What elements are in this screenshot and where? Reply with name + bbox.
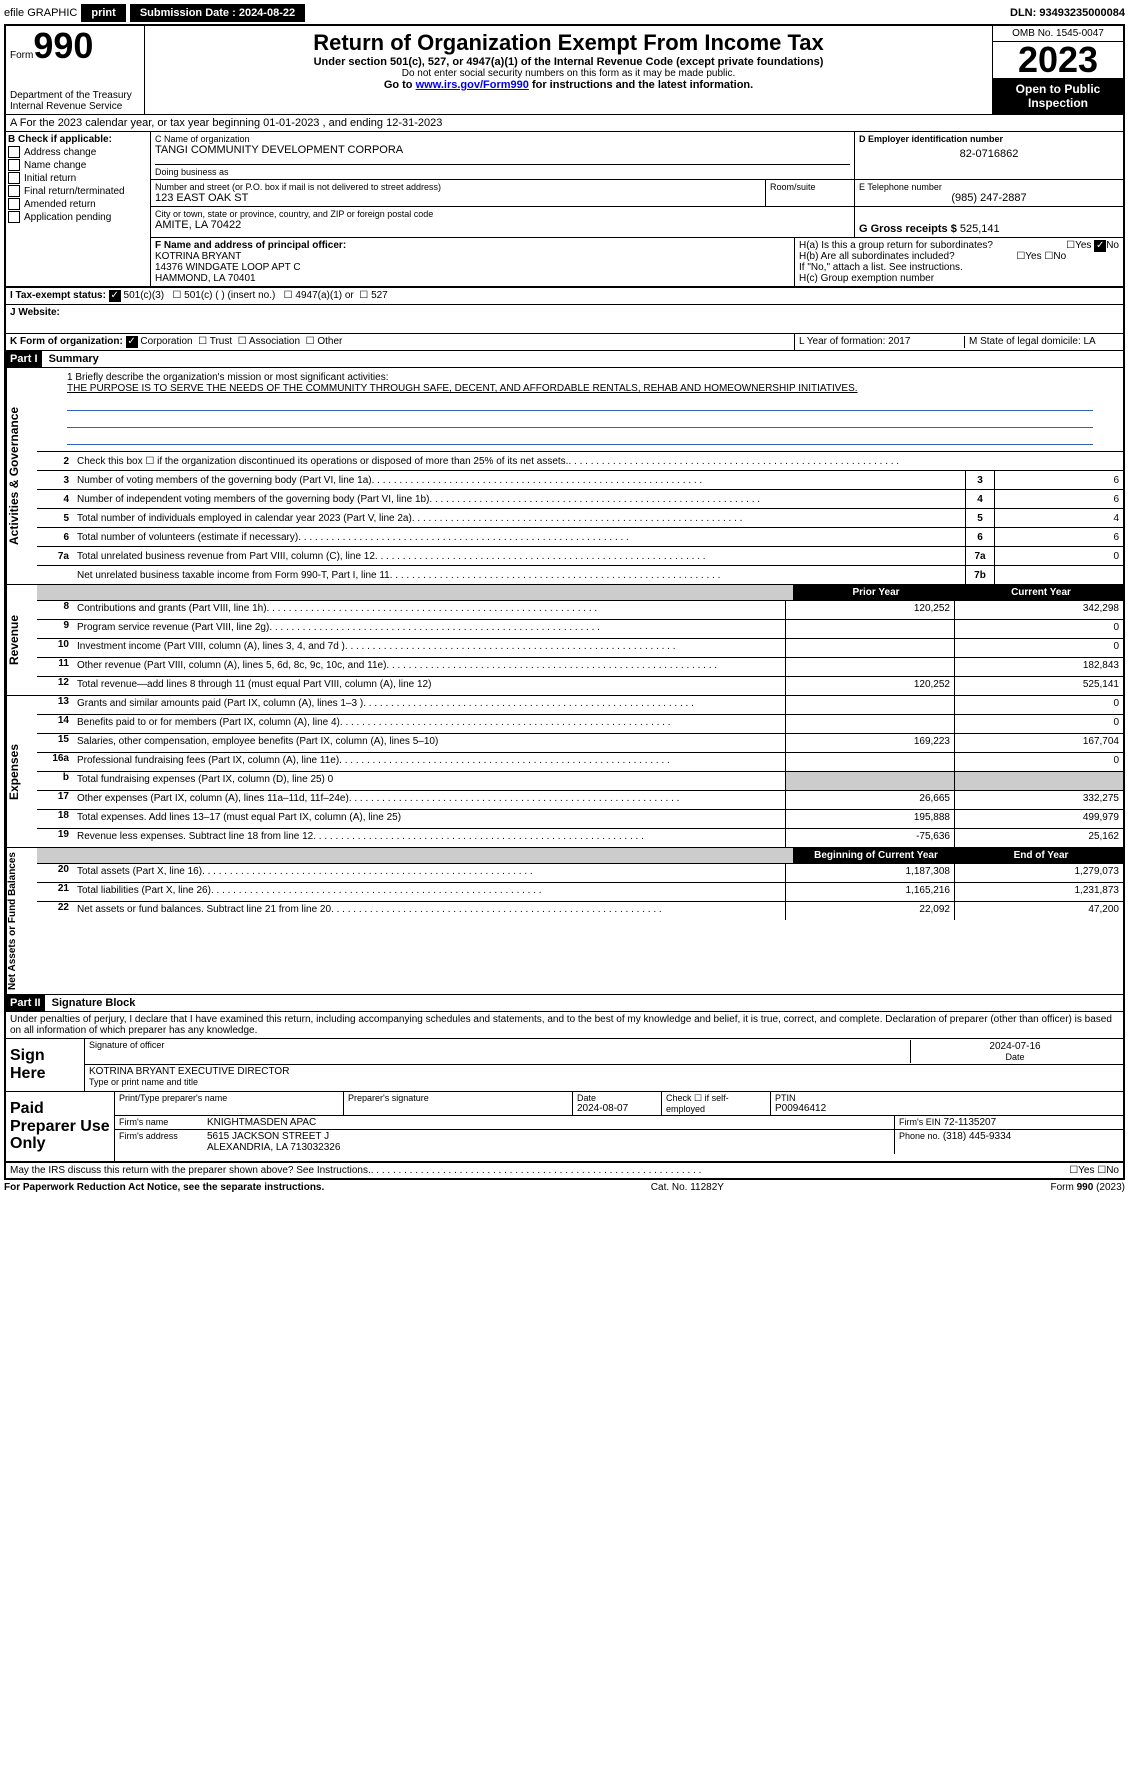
street: 123 EAST OAK ST [155, 192, 761, 204]
l-label: L Year of formation: 2017 [799, 336, 964, 348]
hc-label: H(c) Group exemption number [799, 273, 1119, 284]
header-left: Form990 Department of the Treasury Inter… [6, 26, 145, 114]
form-title: Return of Organization Exempt From Incom… [153, 30, 984, 56]
row-a: A For the 2023 calendar year, or tax yea… [6, 115, 1123, 132]
i-label: I Tax-exempt status: [10, 290, 106, 301]
org-name: TANGI COMMUNITY DEVELOPMENT CORPORA [155, 144, 850, 156]
vtab-revenue: Revenue [6, 585, 37, 695]
room-label: Room/suite [765, 180, 854, 206]
g-label: G Gross receipts $ [859, 223, 957, 235]
instructions-link[interactable]: www.irs.gov/Form990 [416, 79, 529, 91]
vtab-expenses: Expenses [6, 696, 37, 847]
m-label: M State of legal domicile: LA [964, 336, 1119, 348]
j-label: J Website: [10, 307, 60, 318]
paid-preparer: Paid Preparer Use Only Print/Type prepar… [6, 1092, 1123, 1162]
expenses-section: Expenses 13Grants and similar amounts pa… [6, 695, 1123, 847]
f-label: F Name and address of principal officer: [155, 240, 790, 251]
i-501c3-checked: ✓ [109, 290, 121, 302]
k-label: K Form of organization: [10, 336, 123, 347]
street-label: Number and street (or P.O. box if mail i… [155, 182, 761, 192]
e-label: E Telephone number [859, 182, 1119, 192]
d-label: D Employer identification number [859, 134, 1119, 144]
submission-date: Submission Date : 2024-08-22 [130, 4, 305, 22]
officer-name: KOTRINA BRYANT [155, 251, 790, 262]
officer-name-title: KOTRINA BRYANT EXECUTIVE DIRECTOR [89, 1066, 1119, 1077]
form-header: Form990 Department of the Treasury Inter… [6, 26, 1123, 115]
header-center: Return of Organization Exempt From Incom… [145, 26, 992, 114]
activities-governance: Activities & Governance 1 Briefly descri… [6, 368, 1123, 584]
form-subtext: Do not enter social security numbers on … [153, 68, 984, 79]
col-c-h: C Name of organization TANGI COMMUNITY D… [151, 132, 1123, 286]
sign-here: Sign Here Signature of officer 2024-07-1… [6, 1039, 1123, 1092]
phone: (985) 247-2887 [859, 192, 1119, 204]
part-ii-header: Part II Signature Block [6, 994, 1123, 1012]
city-label: City or town, state or province, country… [155, 209, 850, 219]
part-i-header: Part I Summary [6, 351, 1123, 368]
dept-label: Department of the Treasury Internal Reve… [10, 90, 144, 112]
ha-no-checked: ✓ [1094, 240, 1106, 252]
city: AMITE, LA 70422 [155, 219, 850, 231]
footer: For Paperwork Reduction Act Notice, see … [4, 1180, 1125, 1195]
form-prefix: Form [10, 50, 33, 61]
q1: 1 Briefly describe the organization's mi… [67, 372, 1093, 383]
gross-receipts: 525,141 [960, 223, 1000, 235]
net-assets-section: Net Assets or Fund Balances Beginning of… [6, 847, 1123, 994]
footer-left: For Paperwork Reduction Act Notice, see … [4, 1182, 324, 1193]
ha-label: H(a) Is this a group return for subordin… [799, 240, 993, 251]
k-corp-checked: ✓ [126, 336, 138, 348]
dln: DLN: 93493235000084 [1010, 7, 1125, 19]
revenue-section: Revenue Prior YearCurrent Year 8Contribu… [6, 584, 1123, 695]
form-number: 990 [33, 25, 93, 66]
h-note: If "No," attach a list. See instructions… [799, 262, 1119, 273]
tax-year: 2023 [993, 42, 1123, 78]
c-name-label: C Name of organization [155, 134, 850, 144]
top-bar: efile GRAPHIC print Submission Date : 20… [4, 4, 1125, 22]
chk-pending[interactable] [8, 211, 20, 223]
open-public: Open to Public Inspection [993, 78, 1123, 114]
mission-text: THE PURPOSE IS TO SERVE THE NEEDS OF THE… [67, 383, 1093, 394]
ein: 82-0716862 [859, 148, 1119, 160]
chk-name[interactable] [8, 159, 20, 171]
discuss-row: May the IRS discuss this return with the… [6, 1162, 1123, 1178]
form-container: Form990 Department of the Treasury Inter… [4, 24, 1125, 1180]
vtab-net: Net Assets or Fund Balances [6, 848, 37, 994]
form-subtitle: Under section 501(c), 527, or 4947(a)(1)… [153, 56, 984, 68]
chk-initial[interactable] [8, 172, 20, 184]
instructions-line: Go to www.irs.gov/Form990 for instructio… [153, 79, 984, 91]
chk-final[interactable] [8, 185, 20, 197]
officer-street: 14376 WINDGATE LOOP APT C [155, 262, 790, 273]
print-button[interactable]: print [81, 4, 125, 22]
officer-city: HAMMOND, LA 70401 [155, 273, 790, 284]
b-header: B Check if applicable: [8, 134, 148, 145]
dba-label: Doing business as [155, 164, 850, 177]
footer-right: Form 990 (2023) [1051, 1182, 1125, 1193]
header-right: OMB No. 1545-0047 2023 Open to Public In… [992, 26, 1123, 114]
vtab-governance: Activities & Governance [6, 368, 37, 584]
col-b: B Check if applicable: Address change Na… [6, 132, 151, 286]
efile-label: efile GRAPHIC [4, 7, 77, 19]
hb-label: H(b) Are all subordinates included? [799, 251, 955, 262]
chk-address[interactable] [8, 146, 20, 158]
declaration: Under penalties of perjury, I declare th… [6, 1012, 1123, 1039]
section-b-h: B Check if applicable: Address change Na… [6, 132, 1123, 287]
footer-mid: Cat. No. 11282Y [651, 1182, 724, 1193]
chk-amended[interactable] [8, 198, 20, 210]
